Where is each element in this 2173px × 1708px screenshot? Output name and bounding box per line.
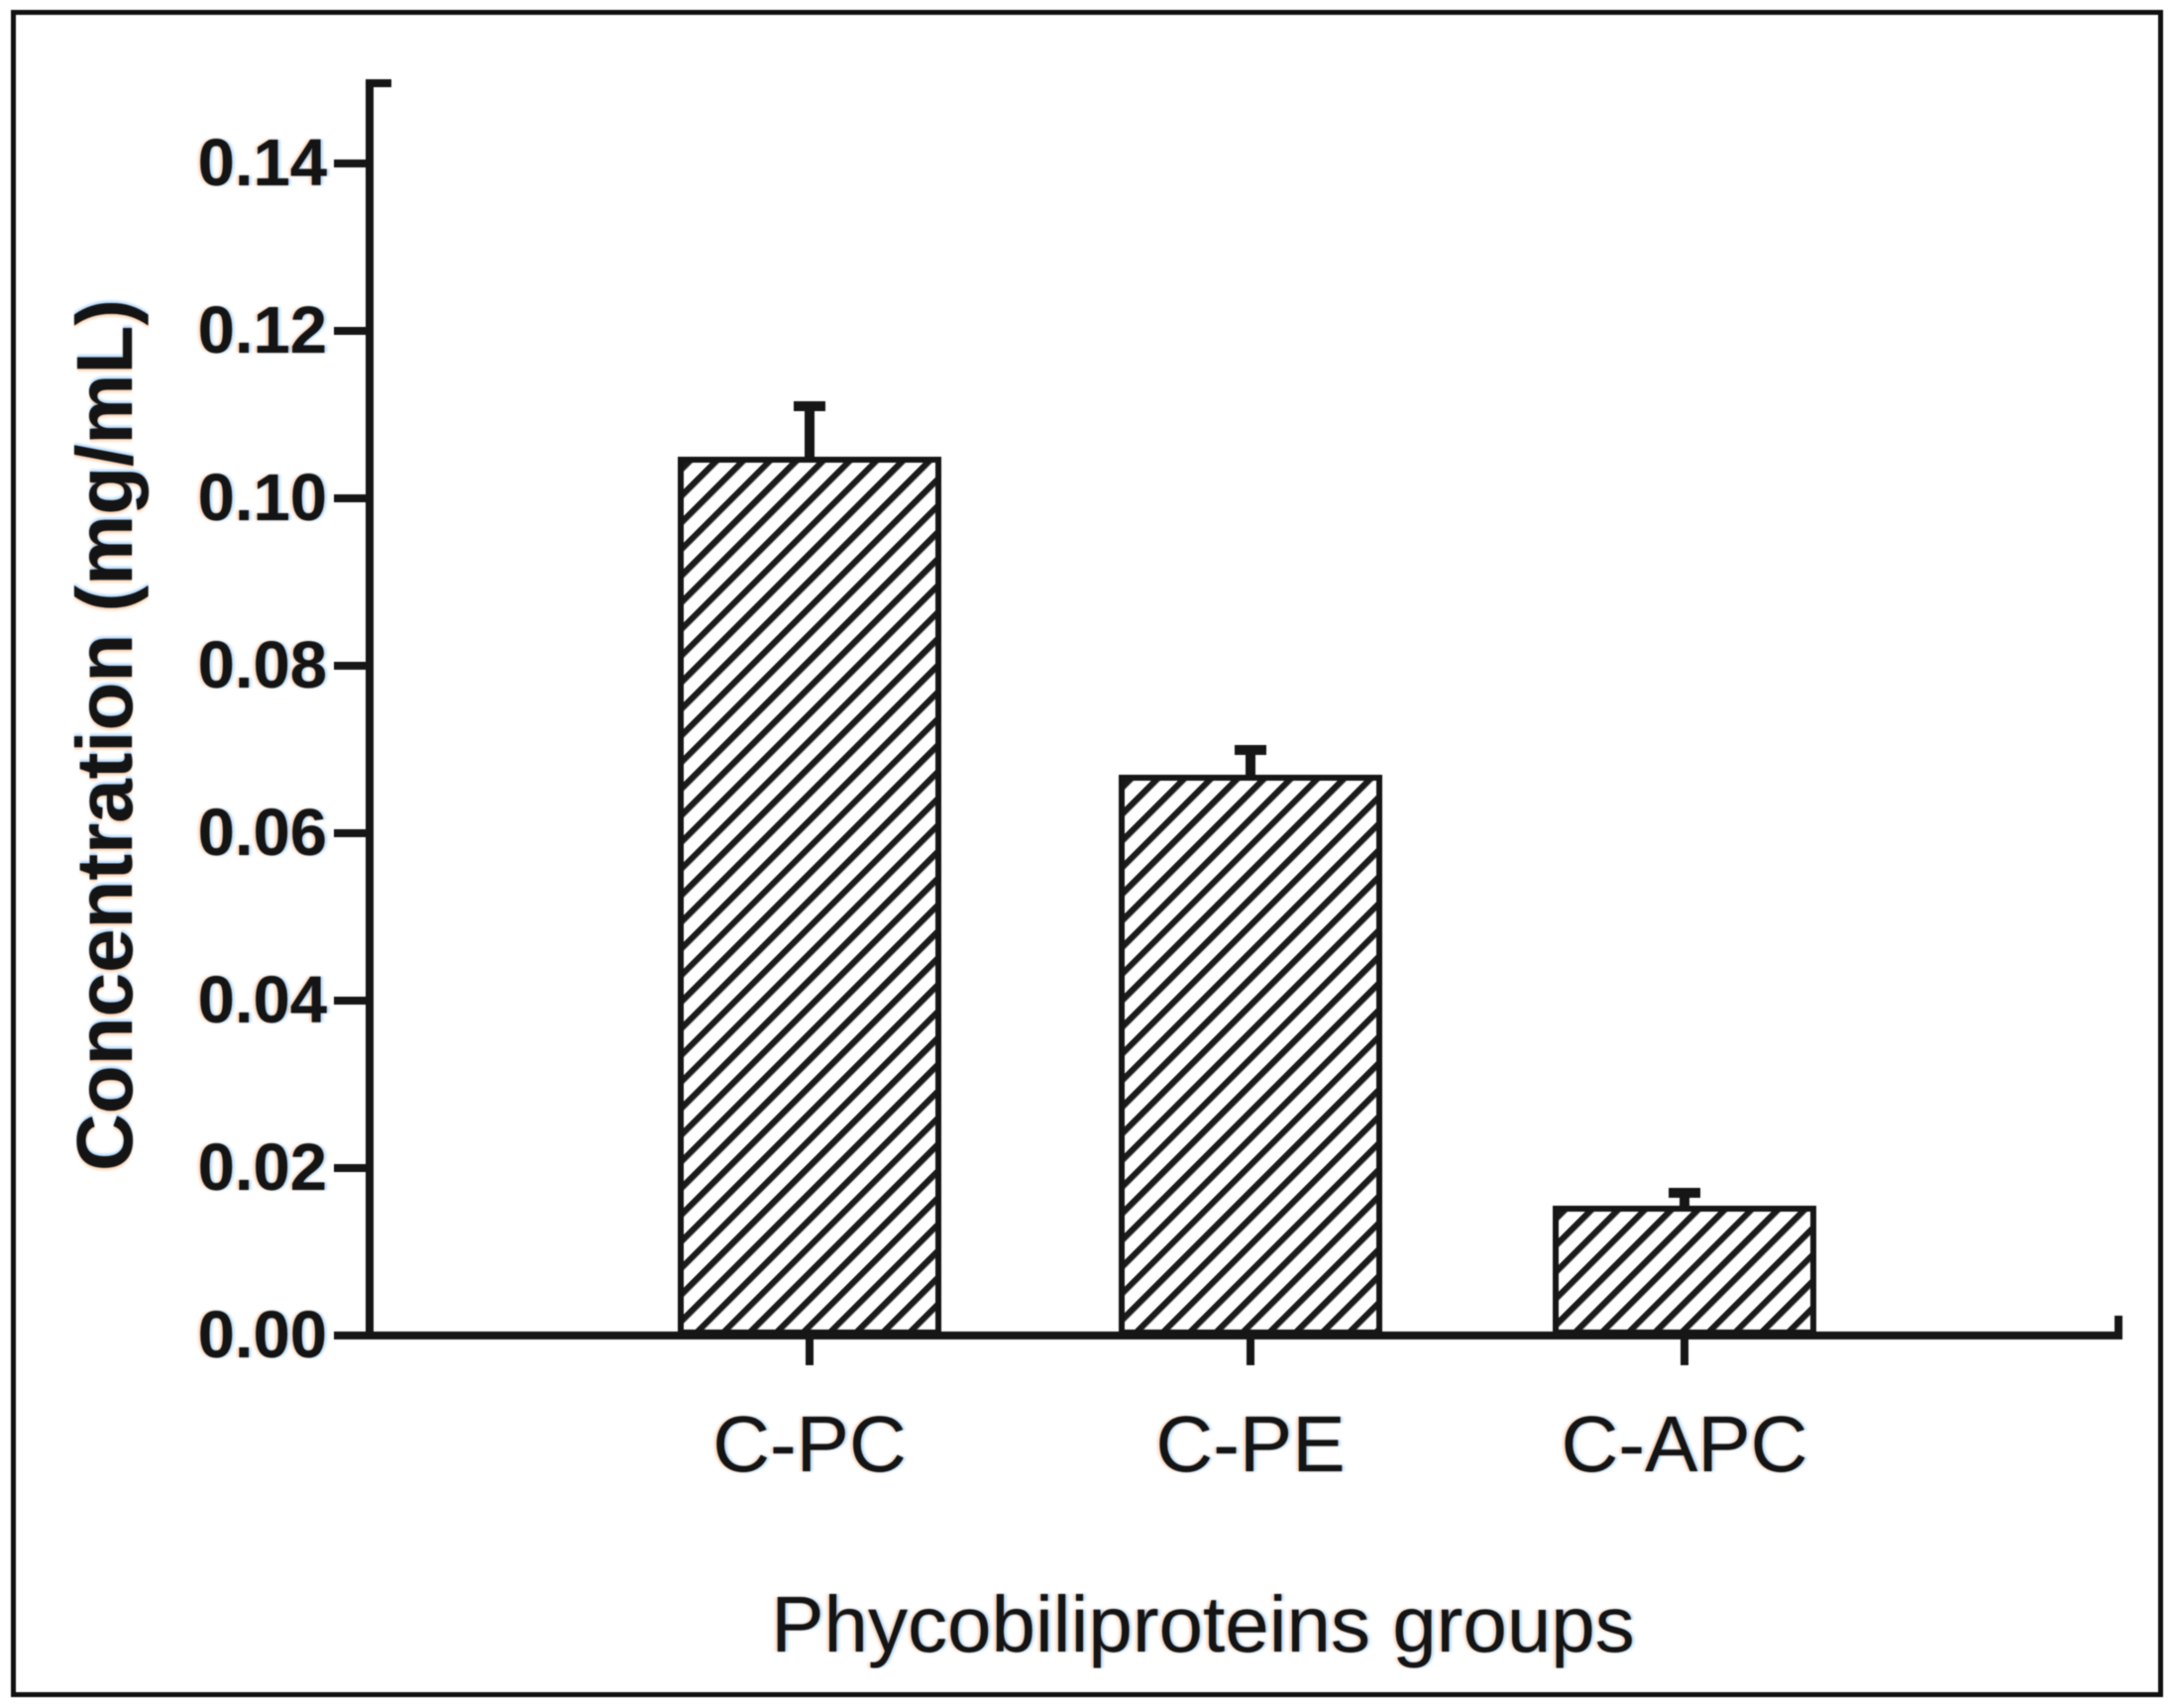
error-bar-cap-c-pe [1235, 745, 1266, 755]
y-tick-label-0.10: 0.10 [197, 461, 327, 535]
bar-c-pe [1119, 775, 1382, 1335]
y-tick-0.08 [334, 662, 370, 670]
y-tick-0.02 [334, 1164, 370, 1172]
error-bar-stem-c-pc [805, 406, 815, 463]
y-tick-label-0.06: 0.06 [197, 796, 327, 870]
y-tick-label-0.08: 0.08 [197, 628, 327, 702]
x-axis-line [366, 1332, 2122, 1339]
y-tick-0.10 [334, 494, 370, 502]
y-axis-end-tick [370, 79, 391, 87]
y-tick-0.00 [334, 1332, 370, 1339]
error-bar-stem-c-pe [1246, 750, 1255, 781]
error-bar-stem-c-apc [1680, 1193, 1689, 1212]
error-bar-cap-c-pc [794, 401, 825, 411]
y-axis-line [366, 79, 374, 1339]
y-tick-0.06 [334, 829, 370, 837]
error-bar-cap-c-apc [1669, 1188, 1700, 1198]
y-tick-0.12 [334, 327, 370, 335]
y-tick-0.04 [334, 997, 370, 1005]
category-label-c-pe: C-PE [1155, 1400, 1346, 1488]
y-axis-title: Concentration (mg/mL) [60, 299, 149, 1171]
x-axis-title: Phycobiliproteins groups [771, 1580, 1635, 1668]
y-tick-label-0.12: 0.12 [197, 293, 327, 368]
y-tick-label-0.14: 0.14 [197, 126, 327, 200]
category-label-c-pc: C-PC [712, 1400, 907, 1488]
x-tick-c-pe [1247, 1335, 1254, 1365]
bar-c-apc [1553, 1206, 1816, 1335]
x-tick-c-pc [806, 1335, 814, 1365]
x-axis-end-tick [2115, 1316, 2122, 1335]
y-tick-label-0.02: 0.02 [197, 1130, 327, 1205]
x-tick-c-apc [1681, 1335, 1688, 1365]
bar-c-pc [678, 457, 941, 1335]
y-tick-label-0.04: 0.04 [197, 963, 327, 1037]
y-tick-label-0.00: 0.00 [197, 1298, 327, 1372]
figure-border [11, 10, 2163, 1697]
y-tick-0.14 [334, 160, 370, 167]
category-label-c-apc: C-APC [1561, 1400, 1808, 1488]
